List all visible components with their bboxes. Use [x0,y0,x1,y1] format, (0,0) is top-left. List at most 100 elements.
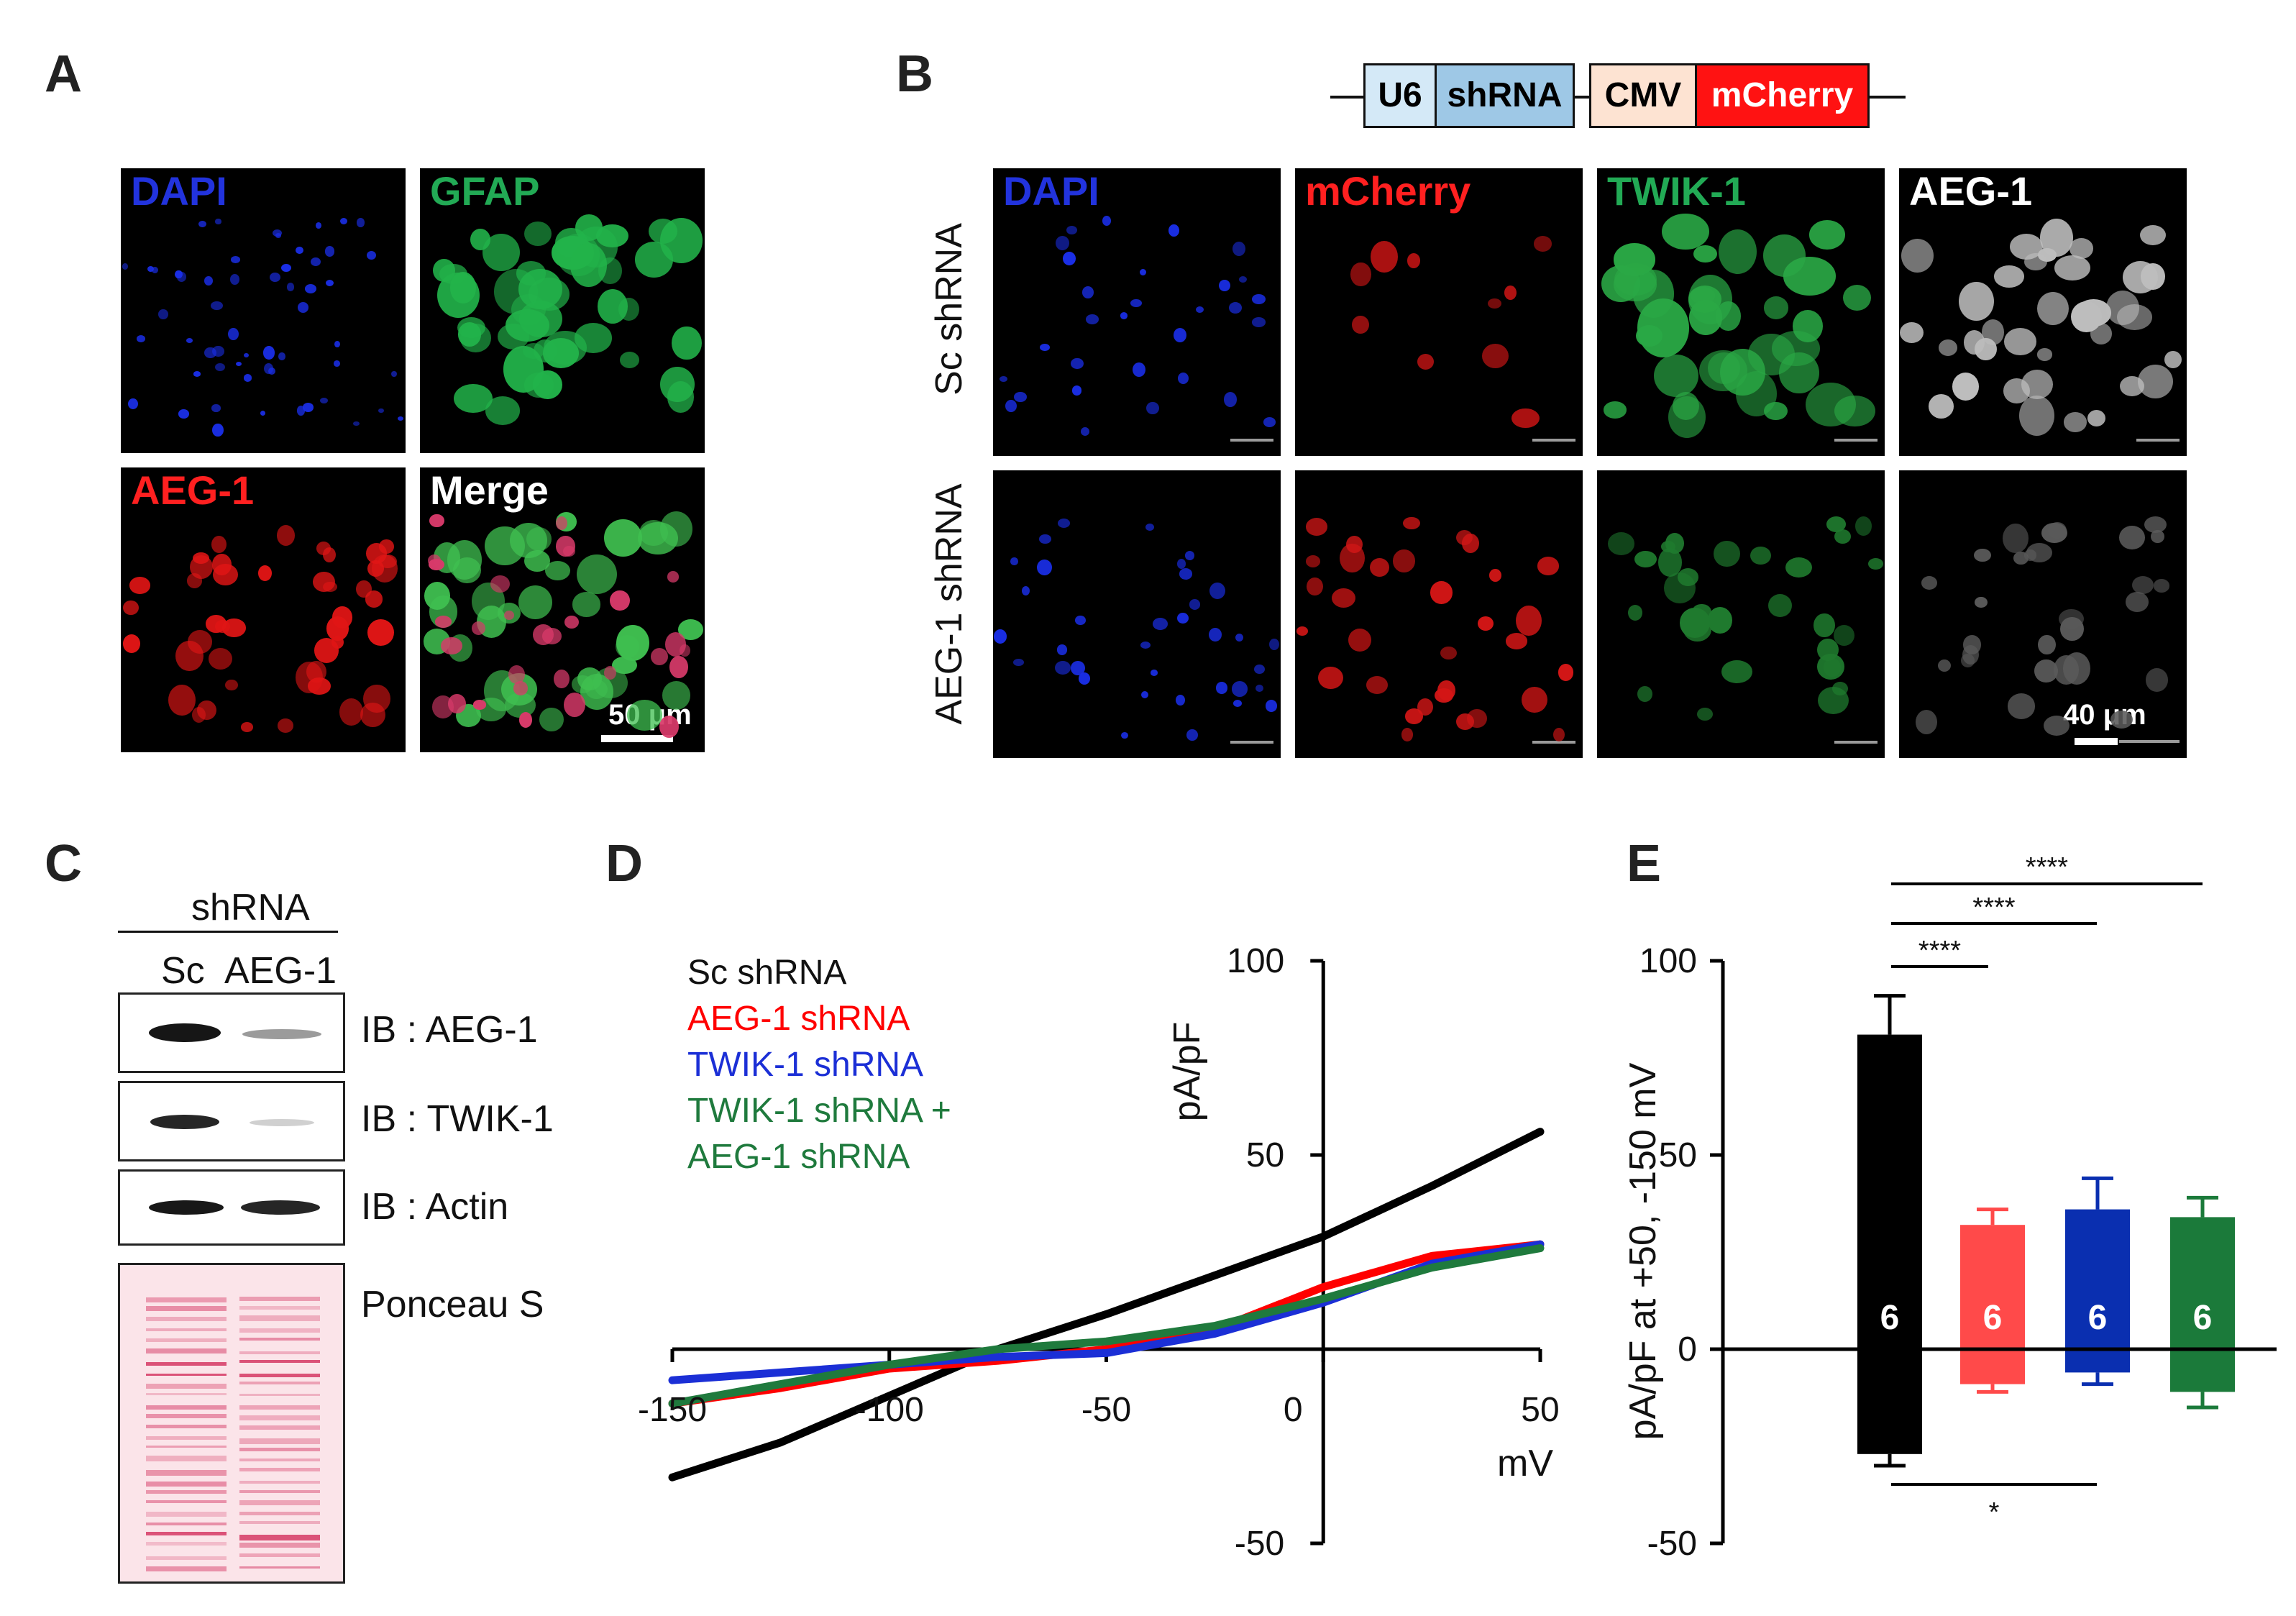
cell [307,677,331,695]
cell [424,581,451,610]
band-kd-actin [241,1200,320,1215]
cell [1901,238,1934,273]
cell [1779,352,1819,394]
cell [1537,557,1560,575]
cell [258,565,273,581]
cell [1814,613,1835,637]
cell [1511,408,1540,429]
ponceau-band [146,1425,227,1429]
cell [278,718,294,733]
cell [1153,618,1168,631]
cell [1662,213,1709,250]
label-b-dapi: DAPI [1003,168,1099,214]
ponceau-band [146,1556,227,1561]
cell [2007,693,2036,719]
blot-twik1 [118,1081,345,1161]
blot-label-twik1: IB : TWIK-1 [361,1098,554,1140]
cell [485,396,520,425]
cell [2003,524,2029,554]
cell [356,580,372,598]
cell [339,698,364,726]
cell [2137,364,2173,398]
image-b-aeg1-aeg1: 40 μm [1899,470,2187,758]
ponceau-band [239,1405,320,1410]
cell [1263,417,1276,427]
cell [2036,348,2053,362]
lane-label-aeg1: AEG-1 [224,950,337,992]
blot-ponceau [118,1263,345,1584]
cell [391,370,398,378]
cell [379,539,394,554]
cell [523,343,545,360]
cell [1440,646,1457,659]
image-b-sc-mcherry: mCherry [1295,168,1583,456]
cell [1899,321,1924,344]
cell [269,273,280,283]
cell [669,655,688,678]
ponceau-band [239,1481,320,1484]
cell [1056,644,1068,655]
cell [1331,588,1355,608]
cell [545,560,571,580]
cell [2059,608,2084,629]
cell [1505,633,1528,649]
cell [618,297,639,321]
cell [667,381,695,414]
scale-bar-faint [2136,439,2180,442]
cell [276,524,295,546]
cell [168,684,196,716]
cell [1721,660,1752,684]
cell [539,708,564,732]
cell [295,246,304,255]
cell [1437,680,1455,701]
cell [225,679,238,691]
cell [1407,253,1420,268]
cell [280,264,291,273]
scale-bar-b [2075,738,2118,745]
cell [1417,353,1435,370]
label-b-mcherry: mCherry [1305,168,1471,214]
ponceau-band [146,1383,227,1389]
cell [1231,681,1248,697]
ponceau-band [239,1468,320,1471]
cell [1037,559,1053,576]
scale-bar-faint [1230,439,1273,442]
cell [325,279,334,287]
cell [659,716,680,739]
scale-bar-faint [2119,740,2180,743]
ponceau-band [146,1542,227,1546]
cell [472,700,487,710]
cell [2021,369,2054,399]
cell [2144,516,2167,534]
cell [1735,371,1778,417]
cell [378,408,385,414]
ponceau-band [146,1456,227,1462]
n-label: 6 [2088,1299,2108,1337]
cell [1558,664,1574,681]
cell [230,256,241,263]
cell [1141,691,1149,699]
cell [1021,585,1030,596]
iv-trace [668,1244,1545,1408]
label-merge: Merge [430,467,549,513]
cell [398,416,404,421]
cell [1603,401,1627,419]
cell [1708,352,1740,385]
cell [2023,252,2047,271]
cell [319,397,329,403]
n-label: 6 [1983,1299,2003,1337]
blot-header-line [118,931,338,933]
image-b-sc-aeg1: AEG-1 [1899,168,2187,456]
cell [228,327,239,341]
cell [1430,581,1453,604]
cell [1975,596,1988,608]
construct-shrna: shRNA [1437,65,1573,126]
ponceau-band [146,1414,227,1419]
cell [363,684,390,713]
cell [604,519,642,557]
bar [1857,1034,1922,1454]
ponceau-band [239,1543,320,1548]
cell [353,421,360,426]
cell [1228,301,1243,314]
